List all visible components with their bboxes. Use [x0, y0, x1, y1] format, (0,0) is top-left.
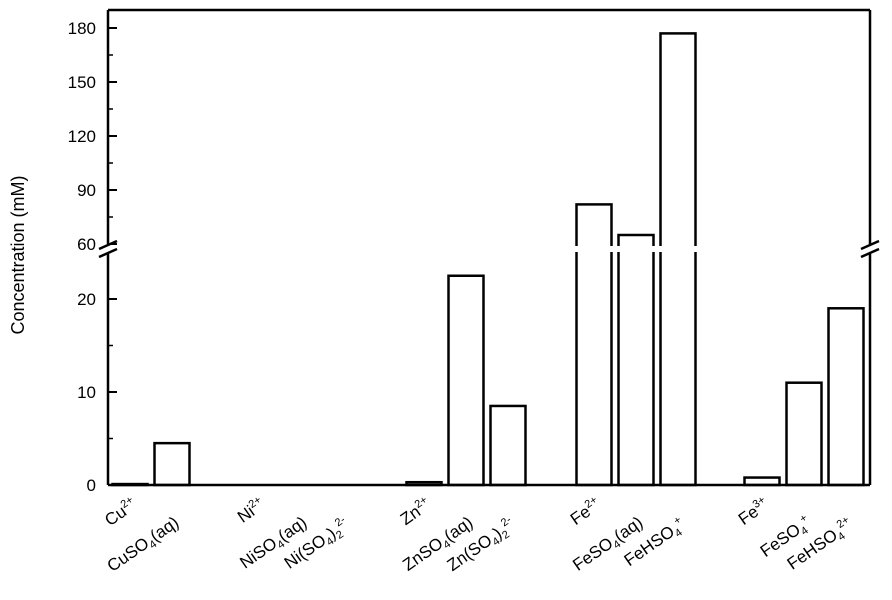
bar — [785, 381, 823, 487]
axis-break-mark — [860, 247, 880, 259]
bar — [659, 32, 697, 487]
y-tick-label: 150 — [68, 73, 96, 92]
x-axis-labels: Cu2+CuSO4(aq) Ni2+NiSO4(aq)Ni(SO4)22- Zn2+… — [101, 494, 851, 576]
y-tick-label: 120 — [68, 127, 96, 146]
bar-break-gap — [573, 246, 615, 252]
x-tick-label: Cu2+ — [101, 494, 141, 530]
y-tick-label: 180 — [68, 19, 96, 38]
x-tick-label: Fe2+ — [566, 494, 604, 529]
bar — [153, 441, 191, 487]
y-axis-ticks: 60 90 120 150 180 0 10 20 — [68, 19, 117, 495]
bar-break-gap — [657, 246, 699, 252]
y-tick-label: 10 — [77, 383, 96, 402]
x-tick-label: Fe3+ — [734, 494, 772, 529]
bar-break-gap — [615, 246, 657, 252]
y-tick-label: 20 — [77, 290, 96, 309]
bar — [447, 274, 485, 487]
axis-break-mark — [98, 247, 118, 259]
bars-layer — [111, 32, 865, 487]
x-tick-label: Zn2+ — [396, 494, 434, 529]
y-axis-title: Concentration (mM) — [8, 175, 28, 334]
bar — [827, 307, 865, 487]
y-tick-label: 0 — [87, 476, 96, 495]
y-tick-label: 90 — [77, 181, 96, 200]
plot-frame — [98, 8, 880, 487]
x-tick-label: Ni2+ — [233, 494, 268, 527]
y-tick-label: 60 — [77, 235, 96, 254]
axis-break-mark — [860, 239, 880, 251]
bar — [489, 404, 527, 487]
bar — [617, 233, 655, 487]
